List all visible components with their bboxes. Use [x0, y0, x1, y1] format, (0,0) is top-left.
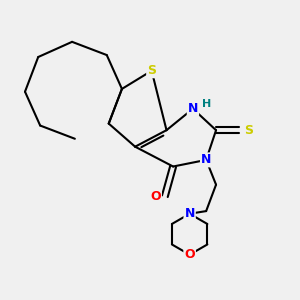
Text: N: N	[201, 153, 211, 167]
Text: O: O	[184, 248, 195, 261]
Text: S: S	[147, 64, 156, 77]
Text: S: S	[244, 124, 253, 137]
Text: N: N	[188, 102, 198, 115]
Text: O: O	[150, 190, 161, 203]
Text: H: H	[202, 99, 212, 109]
Text: N: N	[184, 207, 195, 220]
